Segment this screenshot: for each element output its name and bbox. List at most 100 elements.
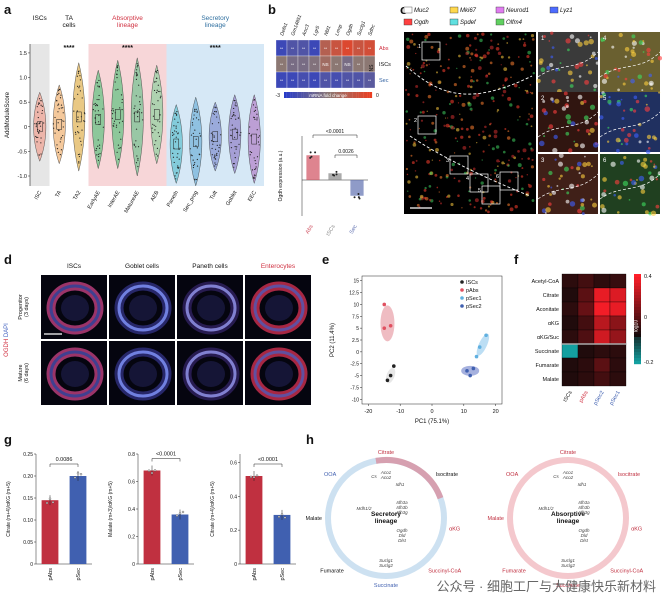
y-tick-label: 0 [132, 562, 135, 568]
right-node: Isocitrate [618, 472, 640, 478]
speckle [439, 81, 441, 84]
speckle [460, 135, 464, 139]
heatmap-cell [577, 357, 595, 373]
speckle [489, 61, 493, 65]
data-point [57, 104, 59, 106]
speckle [479, 38, 483, 43]
speckle [522, 38, 525, 41]
data-point [111, 113, 114, 115]
speckle [566, 99, 570, 103]
data-point [255, 162, 257, 165]
y-tick-label: 0.6 [128, 480, 135, 486]
row-label: ISCs [379, 62, 391, 68]
column-label: Goblet cells [125, 263, 160, 270]
bar-point [51, 501, 55, 504]
panel-label-a: a [4, 2, 12, 17]
speckle [474, 198, 479, 203]
x-tick-label: -10 [396, 409, 404, 415]
speckle [423, 136, 427, 139]
category-label: Goblet [225, 190, 239, 207]
data-point [175, 131, 177, 133]
speckle [436, 49, 441, 54]
sig-mark: ** [280, 46, 284, 51]
crypt-border [409, 135, 531, 197]
data-point [79, 137, 81, 139]
sig-mark: ** [302, 78, 306, 83]
speckle [583, 115, 589, 121]
data-point [210, 132, 212, 134]
speckle [447, 66, 450, 70]
legend-dot [460, 296, 464, 300]
category-label: pAbs [150, 568, 156, 581]
data-point [38, 123, 40, 125]
data-point [220, 134, 222, 136]
data-point [39, 122, 41, 124]
speckle [563, 166, 569, 172]
data-point [257, 141, 260, 143]
colorbar-step [334, 92, 337, 98]
speckle [450, 125, 455, 130]
speckle [423, 70, 426, 73]
data-point [218, 122, 220, 124]
speckle [632, 40, 635, 43]
speckle [500, 64, 502, 66]
speckle [460, 127, 464, 131]
legend-swatch [549, 6, 559, 14]
column-label: Paneth cells [192, 263, 228, 270]
data-point [41, 112, 43, 114]
legend-label: Olfm4 [506, 20, 523, 26]
data-point [97, 139, 99, 141]
speckle [632, 109, 637, 113]
speckle [454, 94, 458, 98]
box-Paneth [173, 138, 179, 150]
sig-bracket [312, 134, 358, 138]
speckle [528, 113, 530, 115]
speckle [469, 146, 471, 148]
speckle [565, 114, 571, 120]
speckle [531, 38, 535, 41]
box-EarlyAE [95, 114, 101, 125]
right-ring [507, 457, 629, 579]
data-point [154, 129, 156, 131]
row-label: Malate [542, 377, 559, 383]
speckle [480, 181, 484, 185]
speckle [592, 202, 597, 208]
speckle [496, 109, 500, 112]
sig-mark: ** [302, 62, 306, 67]
data-point [192, 132, 194, 135]
heatmap-cell [577, 371, 595, 387]
data-point [215, 163, 217, 166]
bar-point [48, 497, 52, 500]
legend-swatch [403, 18, 413, 26]
colorbar-step [634, 352, 641, 356]
heatmap-cell [561, 315, 579, 331]
speckle [529, 114, 534, 119]
y-axis-title: AddModuleScore [5, 91, 11, 138]
speckle [561, 106, 567, 111]
speckle [631, 180, 637, 186]
speckle [438, 200, 441, 202]
panel-d-organoid-grid: ISCs Goblet cells Paneth cells Enterocytes P… [4, 263, 311, 405]
heatmap-cell [609, 371, 627, 387]
speckle [607, 126, 610, 129]
speckle [544, 212, 547, 215]
data-point [249, 126, 251, 128]
speckle [477, 66, 482, 70]
speckle [447, 58, 450, 61]
sig-mark: ** [335, 62, 339, 67]
data-point [176, 111, 178, 113]
sig-mark: ** [313, 46, 317, 51]
data-point [213, 157, 215, 159]
speckle [465, 33, 470, 38]
colorbar-step [634, 277, 641, 281]
colorbar-step [343, 92, 346, 98]
speckle [641, 202, 646, 207]
left-gene: Dlst [398, 538, 406, 543]
speckle [536, 78, 541, 83]
speckle [589, 36, 592, 39]
data-point [153, 81, 156, 83]
speckle [415, 159, 418, 162]
row-label: Fumarate [535, 363, 559, 369]
sig-mark: ** [280, 62, 284, 67]
pca-point-pAbs [388, 323, 393, 328]
